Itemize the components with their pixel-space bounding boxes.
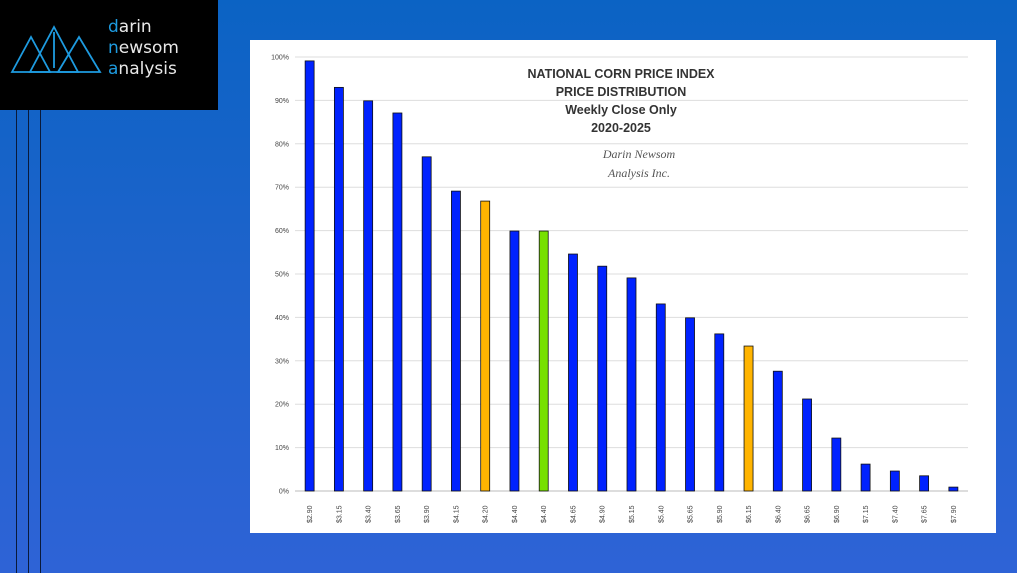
x-tick-label: $4.65 [570,505,577,523]
y-tick-label: 10% [275,445,289,452]
bar [802,398,812,492]
bar [860,463,871,492]
bar [392,112,403,492]
x-tick-label: $7.15 [863,505,870,523]
watermark: Darin Newsom [602,147,676,161]
x-tick-label: $4.90 [600,505,607,523]
x-tick-label: $3.15 [336,505,343,523]
bar [304,60,315,492]
x-tick-label: $6.40 [775,505,782,523]
y-tick-label: 60% [275,228,289,235]
decorative-line [16,110,17,573]
bar [421,156,432,492]
bar [451,190,461,492]
decorative-line [40,110,41,573]
brand-logo: darin newsom analysis [0,0,218,110]
bar-chart: 0% 10% 20% 30% 40% 50% 60% 70% 80% 90% 100% $2.90 $… [271,55,968,523]
chart-title: NATIONAL CORN PRICE INDEX [527,67,715,81]
x-tick-label: $5.65 [688,505,695,523]
x-tick-label: $5.40 [658,505,665,523]
logo-text: nalysis [118,59,177,79]
y-tick-label: 20% [275,402,289,409]
y-tick-label: 0% [279,489,289,496]
x-tick-label: $6.15 [746,505,753,523]
x-tick-label: $7.65 [922,505,929,523]
decorative-line [28,110,29,573]
y-tick-label: 70% [275,185,289,192]
logo-text: n [108,38,119,58]
bar [714,333,725,492]
logo-text: ew [118,38,144,58]
bar [568,253,578,492]
chart-subtitle: 2020-2025 [591,121,651,135]
x-tick-label: $6.65 [805,505,812,523]
brand-name: darin newsom analysis [108,17,179,80]
x-tick-label: $5.90 [717,505,724,523]
y-tick-label: 40% [275,315,289,322]
y-tick-label: 30% [275,358,289,365]
x-tick-label: $5.15 [629,505,636,523]
bar [743,345,754,492]
y-tick-label: 90% [275,98,289,105]
x-tick-label: $4.40 [512,505,519,523]
x-tick-label: $3.90 [424,505,431,523]
bar [509,230,520,492]
bar [538,230,549,492]
bar [480,200,491,492]
bar [363,100,374,492]
x-tick-label: $3.65 [395,505,402,523]
chart-title: PRICE DISTRIBUTION [556,85,687,99]
bar [831,437,842,492]
y-tick-label: 100% [271,55,289,62]
y-tick-label: 50% [275,272,289,279]
bar [772,370,783,492]
bar [626,277,637,492]
x-tick-label: $7.40 [892,505,899,523]
chart-subtitle: Weekly Close Only [565,103,677,117]
logo-text: arin [118,17,152,37]
chart-panel: 0% 10% 20% 30% 40% 50% 60% 70% 80% 90% 100% $2.90 $… [250,40,996,533]
y-tick-label: 80% [275,141,289,148]
bar [889,470,900,492]
bar [948,486,959,492]
logo-text: som [143,38,179,58]
logo-text: a [108,59,119,79]
x-tick-label: $4.40 [541,505,548,523]
bar [919,475,930,492]
bar [655,303,666,492]
logo-text: d [108,17,119,37]
bar [333,86,344,492]
x-tick-label: $4.15 [453,505,460,523]
bar [597,265,608,492]
watermark: Analysis Inc. [607,166,670,180]
mountain-wheat-icon [10,25,102,73]
x-tick-label: $3.40 [366,505,373,523]
x-tick-label: $7.90 [951,505,958,523]
x-tick-label: $2.90 [307,505,314,523]
bar [685,317,695,492]
x-tick-label: $4.20 [483,505,490,523]
x-tick-label: $6.90 [834,505,841,523]
